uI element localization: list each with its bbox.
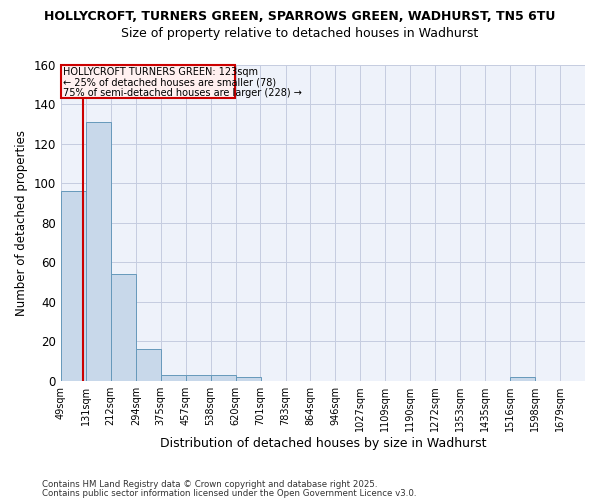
FancyBboxPatch shape — [61, 65, 235, 98]
Bar — [111, 274, 136, 381]
Text: 75% of semi-detached houses are larger (228) →: 75% of semi-detached houses are larger (… — [63, 88, 302, 98]
Bar — [236, 377, 261, 381]
Bar — [61, 192, 86, 381]
Text: HOLLYCROFT, TURNERS GREEN, SPARROWS GREEN, WADHURST, TN5 6TU: HOLLYCROFT, TURNERS GREEN, SPARROWS GREE… — [44, 10, 556, 23]
Text: Contains HM Land Registry data © Crown copyright and database right 2025.: Contains HM Land Registry data © Crown c… — [42, 480, 377, 489]
Y-axis label: Number of detached properties: Number of detached properties — [15, 130, 28, 316]
Bar — [136, 350, 161, 381]
Bar — [86, 122, 111, 381]
Bar — [161, 375, 186, 381]
Bar — [510, 377, 535, 381]
Bar — [211, 375, 236, 381]
Text: HOLLYCROFT TURNERS GREEN: 123sqm: HOLLYCROFT TURNERS GREEN: 123sqm — [63, 68, 258, 78]
Text: Contains public sector information licensed under the Open Government Licence v3: Contains public sector information licen… — [42, 489, 416, 498]
Bar — [186, 375, 211, 381]
Text: Size of property relative to detached houses in Wadhurst: Size of property relative to detached ho… — [121, 28, 479, 40]
Text: ← 25% of detached houses are smaller (78): ← 25% of detached houses are smaller (78… — [63, 78, 276, 88]
X-axis label: Distribution of detached houses by size in Wadhurst: Distribution of detached houses by size … — [160, 437, 486, 450]
